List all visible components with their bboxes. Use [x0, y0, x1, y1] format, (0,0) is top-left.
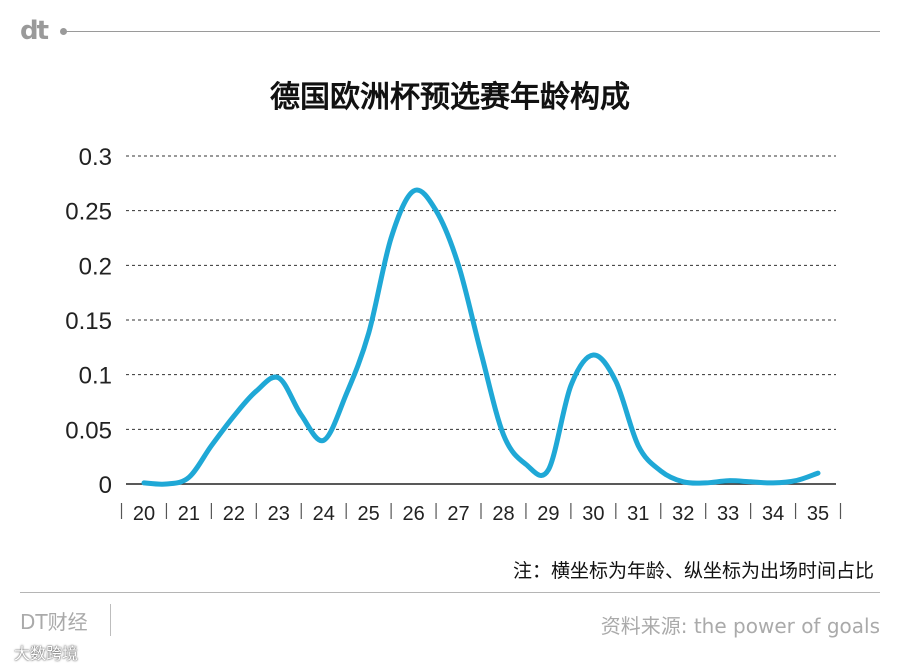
brand-label: DT财经 — [20, 610, 88, 634]
watermark: 大数跨境 — [14, 644, 79, 663]
x-tick-label: 33 — [717, 503, 739, 525]
series-line — [141, 187, 821, 487]
age-distribution-chart: 00.050.10.150.20.250.3 20 21 22 23 24 25 26 27 2… — [65, 144, 842, 525]
y-tick-label: 0.3 — [79, 144, 112, 171]
source-label: 资料来源: the power of goals — [600, 614, 880, 638]
chart-title: 德国欧洲杯预选赛年龄构成 — [270, 80, 630, 115]
x-tick-label: 27 — [447, 503, 469, 525]
x-tick-label: 26 — [402, 503, 424, 525]
dt-logo: dt — [20, 16, 49, 46]
header-rule — [64, 31, 880, 32]
x-tick-label: 21 — [178, 503, 200, 525]
x-tick-label: 20 — [133, 503, 155, 525]
x-tick-label: 30 — [582, 503, 604, 525]
y-axis-ticks: 0 0.05 0.1 0.15 0.2 0.25 0.3 — [65, 144, 112, 499]
x-tick-label: 34 — [762, 503, 784, 525]
x-tick-label: 32 — [672, 503, 694, 525]
series — [141, 187, 821, 487]
x-axis: 20 21 22 23 24 25 26 27 28 29 30 31 32 33 34 35 — [120, 483, 842, 525]
x-tick-label: 23 — [268, 503, 290, 525]
x-tick-label: 28 — [492, 503, 514, 525]
y-tick-label: 0.25 — [65, 199, 112, 226]
y-tick-label: 0.05 — [65, 417, 112, 444]
x-tick-label: 31 — [627, 503, 649, 525]
chart-note: 注：横坐标为年龄、纵坐标为出场时间占比 — [512, 560, 874, 582]
y-tick-label: 0.2 — [79, 253, 112, 280]
y-tick-label: 0 — [99, 472, 112, 499]
x-tick-label: 24 — [313, 503, 335, 525]
footer-rule — [20, 592, 880, 593]
x-tick-label: 25 — [358, 503, 380, 525]
x-tick-label: 22 — [223, 503, 245, 525]
gridlines — [126, 155, 836, 430]
x-tick-label: 29 — [537, 503, 559, 525]
y-tick-label: 0.15 — [65, 308, 112, 335]
x-tick-label: 35 — [807, 503, 829, 525]
y-tick-label: 0.1 — [79, 363, 112, 390]
header-dot — [60, 28, 67, 35]
footer-divider — [110, 604, 111, 636]
